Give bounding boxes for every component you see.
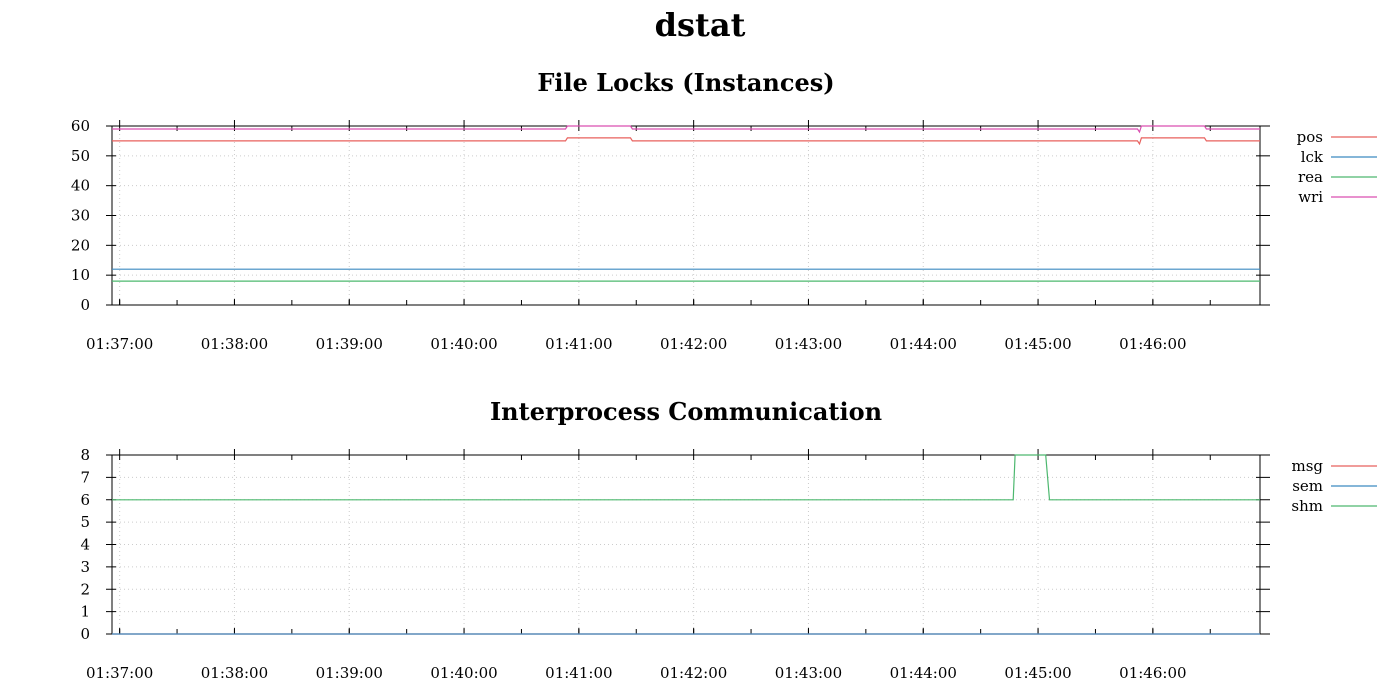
legend-label-shm: shm bbox=[1291, 497, 1323, 515]
y-tick-label: 4 bbox=[80, 536, 90, 554]
x-tick-label: 01:37:00 bbox=[86, 335, 153, 353]
x-tick-label: 01:40:00 bbox=[430, 335, 497, 353]
y-tick-label: 0 bbox=[80, 625, 90, 643]
y-tick-label: 50 bbox=[71, 147, 90, 165]
x-tick-label: 01:42:00 bbox=[660, 664, 727, 682]
x-tick-label: 01:45:00 bbox=[1004, 335, 1071, 353]
x-tick-label: 01:46:00 bbox=[1119, 335, 1186, 353]
y-tick-label: 1 bbox=[80, 603, 90, 621]
y-tick-label: 10 bbox=[71, 266, 90, 284]
y-tick-label: 5 bbox=[80, 513, 90, 531]
series-line-wri bbox=[112, 125, 1260, 134]
main-title: dstat bbox=[654, 6, 746, 44]
y-tick-label: 30 bbox=[71, 207, 90, 225]
chart-panel-1: File Locks (Instances)01:37:00 01:38:00 01… bbox=[71, 68, 1377, 353]
y-tick-label: 0 bbox=[80, 296, 90, 314]
y-tick-label: 60 bbox=[71, 117, 90, 135]
x-tick-label: 01:41:00 bbox=[545, 664, 612, 682]
x-tick-label: 01:43:00 bbox=[775, 335, 842, 353]
y-tick-label: 6 bbox=[80, 491, 90, 509]
x-tick-label: 01:46:00 bbox=[1119, 664, 1186, 682]
x-tick-label: 01:41:00 bbox=[545, 335, 612, 353]
legend-label-wri: wri bbox=[1298, 188, 1323, 206]
legend-label-msg: msg bbox=[1291, 457, 1323, 475]
chart-title: File Locks (Instances) bbox=[537, 68, 834, 97]
y-tick-label: 7 bbox=[80, 468, 90, 486]
x-tick-label: 01:42:00 bbox=[660, 335, 727, 353]
legend-label-pos: pos bbox=[1297, 128, 1323, 146]
y-tick-label: 40 bbox=[71, 177, 90, 195]
x-tick-label: 01:38:00 bbox=[201, 335, 268, 353]
plot-frame bbox=[111, 125, 1261, 306]
y-tick-label: 20 bbox=[71, 236, 90, 254]
x-tick-label: 01:39:00 bbox=[316, 335, 383, 353]
chart-title: Interprocess Communication bbox=[490, 397, 882, 426]
x-tick-label: 01:37:00 bbox=[86, 664, 153, 682]
x-tick-label: 01:44:00 bbox=[890, 335, 957, 353]
chart-panel-2: Interprocess Communication 01:37:00 01:38:… bbox=[80, 397, 1377, 682]
x-tick-label: 01:39:00 bbox=[316, 664, 383, 682]
legend-label-rea: rea bbox=[1298, 168, 1323, 186]
y-tick-label: 8 bbox=[80, 446, 90, 464]
legend-label-sem: sem bbox=[1292, 477, 1323, 495]
x-tick-label: 01:44:00 bbox=[890, 664, 957, 682]
x-tick-label: 01:43:00 bbox=[775, 664, 842, 682]
x-tick-label: 01:40:00 bbox=[430, 664, 497, 682]
x-tick-label: 01:45:00 bbox=[1004, 664, 1071, 682]
y-tick-label: 2 bbox=[80, 580, 90, 598]
series-line-pos bbox=[112, 137, 1260, 146]
y-tick-label: 3 bbox=[80, 558, 90, 576]
legend-label-lck: lck bbox=[1301, 148, 1324, 166]
x-tick-label: 01:38:00 bbox=[201, 664, 268, 682]
series-line-shm bbox=[112, 454, 1260, 501]
